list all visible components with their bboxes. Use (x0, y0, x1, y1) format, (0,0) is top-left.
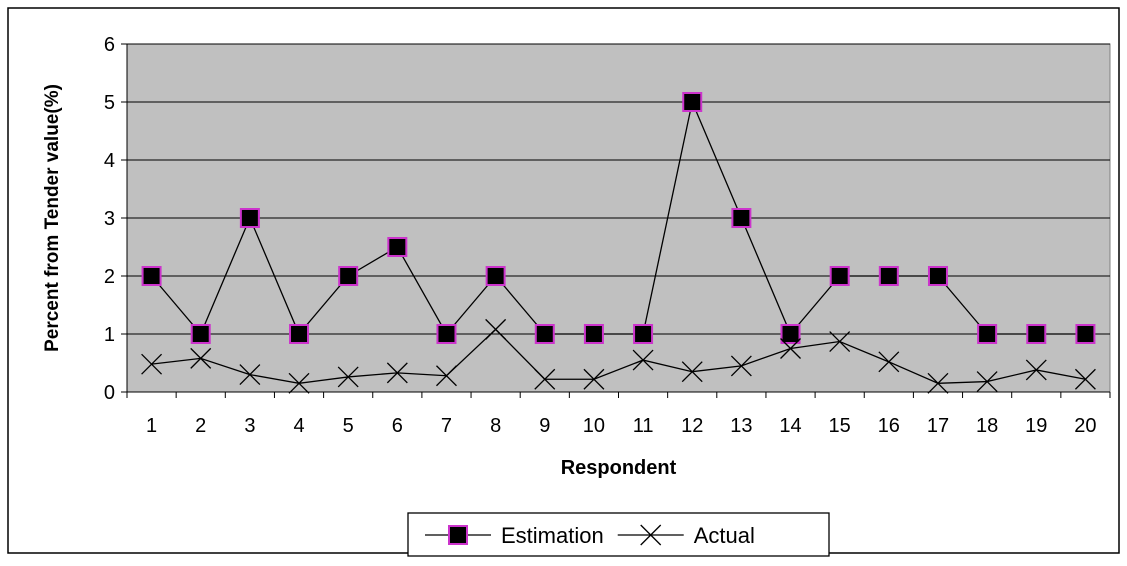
estimation-point (633, 324, 654, 344)
x-tick-label: 19 (1025, 415, 1047, 437)
y-tick-label: 4 (104, 150, 115, 172)
actual-point (1025, 359, 1047, 381)
actual-point (386, 362, 408, 384)
series-layer (141, 92, 1096, 394)
x-tick-label: 7 (441, 415, 452, 437)
estimation-point (289, 324, 310, 344)
x-tick-label: 11 (633, 415, 654, 437)
estimation-point (829, 266, 850, 286)
actual-point (436, 365, 457, 387)
estimation-point (927, 266, 948, 286)
estimation-point (682, 92, 703, 112)
actual-point (730, 355, 752, 377)
actual-line (151, 328, 1086, 384)
series-estimation (141, 92, 1096, 344)
x-tick-label: 2 (195, 415, 206, 437)
x-axis-title: Respondent (561, 457, 677, 479)
actual-point (288, 372, 310, 394)
estimation-point (534, 324, 555, 344)
estimation-point (141, 266, 162, 286)
x-tick-label: 5 (343, 415, 354, 437)
x-tick-label: 4 (293, 415, 304, 437)
legend-label-estimation: Estimation (501, 523, 604, 548)
y-tick-label: 3 (104, 208, 115, 230)
x-tick-label: 13 (730, 415, 752, 437)
estimation-point (1075, 324, 1096, 344)
x-tick-label: 18 (976, 415, 998, 437)
x-tick-label: 15 (829, 415, 851, 437)
legend: Estimation Actual (407, 512, 830, 557)
legend-label-actual: Actual (694, 523, 755, 548)
estimation-point (436, 324, 457, 344)
estimation-point (190, 324, 211, 344)
estimation-point (731, 208, 752, 228)
actual-point (681, 361, 703, 383)
x-tick-label: 6 (392, 415, 403, 437)
actual-point (190, 347, 212, 369)
actual-point (927, 372, 949, 394)
y-tick-label: 0 (104, 382, 115, 404)
actual-point (141, 353, 163, 375)
actual-point (780, 338, 801, 359)
legend-marker-estimation (448, 525, 468, 545)
estimation-point (583, 324, 604, 344)
actual-point (337, 366, 359, 388)
actual-point (534, 368, 556, 390)
y-tick-label: 2 (104, 266, 115, 288)
actual-point (976, 371, 998, 393)
estimation-point (338, 266, 359, 286)
x-tick-label: 16 (878, 415, 900, 437)
x-tick-label: 20 (1074, 415, 1096, 437)
x-tick-label: 9 (539, 415, 550, 437)
x-tick-label: 14 (779, 415, 801, 437)
estimation-point (780, 324, 801, 344)
x-tick-label: 12 (681, 415, 703, 437)
actual-point (239, 364, 261, 386)
actual-point (632, 349, 654, 371)
actual-point (583, 368, 605, 390)
y-tick-label: 6 (104, 34, 115, 56)
x-tick-label: 10 (583, 415, 605, 437)
x-tick-label: 8 (490, 415, 501, 437)
series-actual (141, 318, 1096, 394)
estimation-point (977, 324, 998, 344)
x-tick-label: 3 (244, 415, 255, 437)
estimation-point (239, 208, 260, 228)
actual-point (1074, 368, 1096, 390)
actual-point (485, 318, 507, 340)
estimation-point (878, 266, 899, 286)
x-tick-label: 17 (927, 415, 949, 437)
estimation-point (1026, 324, 1047, 344)
actual-point (878, 351, 900, 373)
y-tick-label: 5 (104, 92, 115, 114)
y-axis-title: Percent from Tender value(%) (42, 84, 63, 352)
estimation-point (387, 237, 408, 257)
x-tick-label: 1 (146, 415, 157, 437)
y-tick-label: 1 (104, 324, 115, 346)
legend-marker-actual (640, 524, 662, 546)
estimation-point (485, 266, 506, 286)
actual-point (829, 331, 851, 352)
